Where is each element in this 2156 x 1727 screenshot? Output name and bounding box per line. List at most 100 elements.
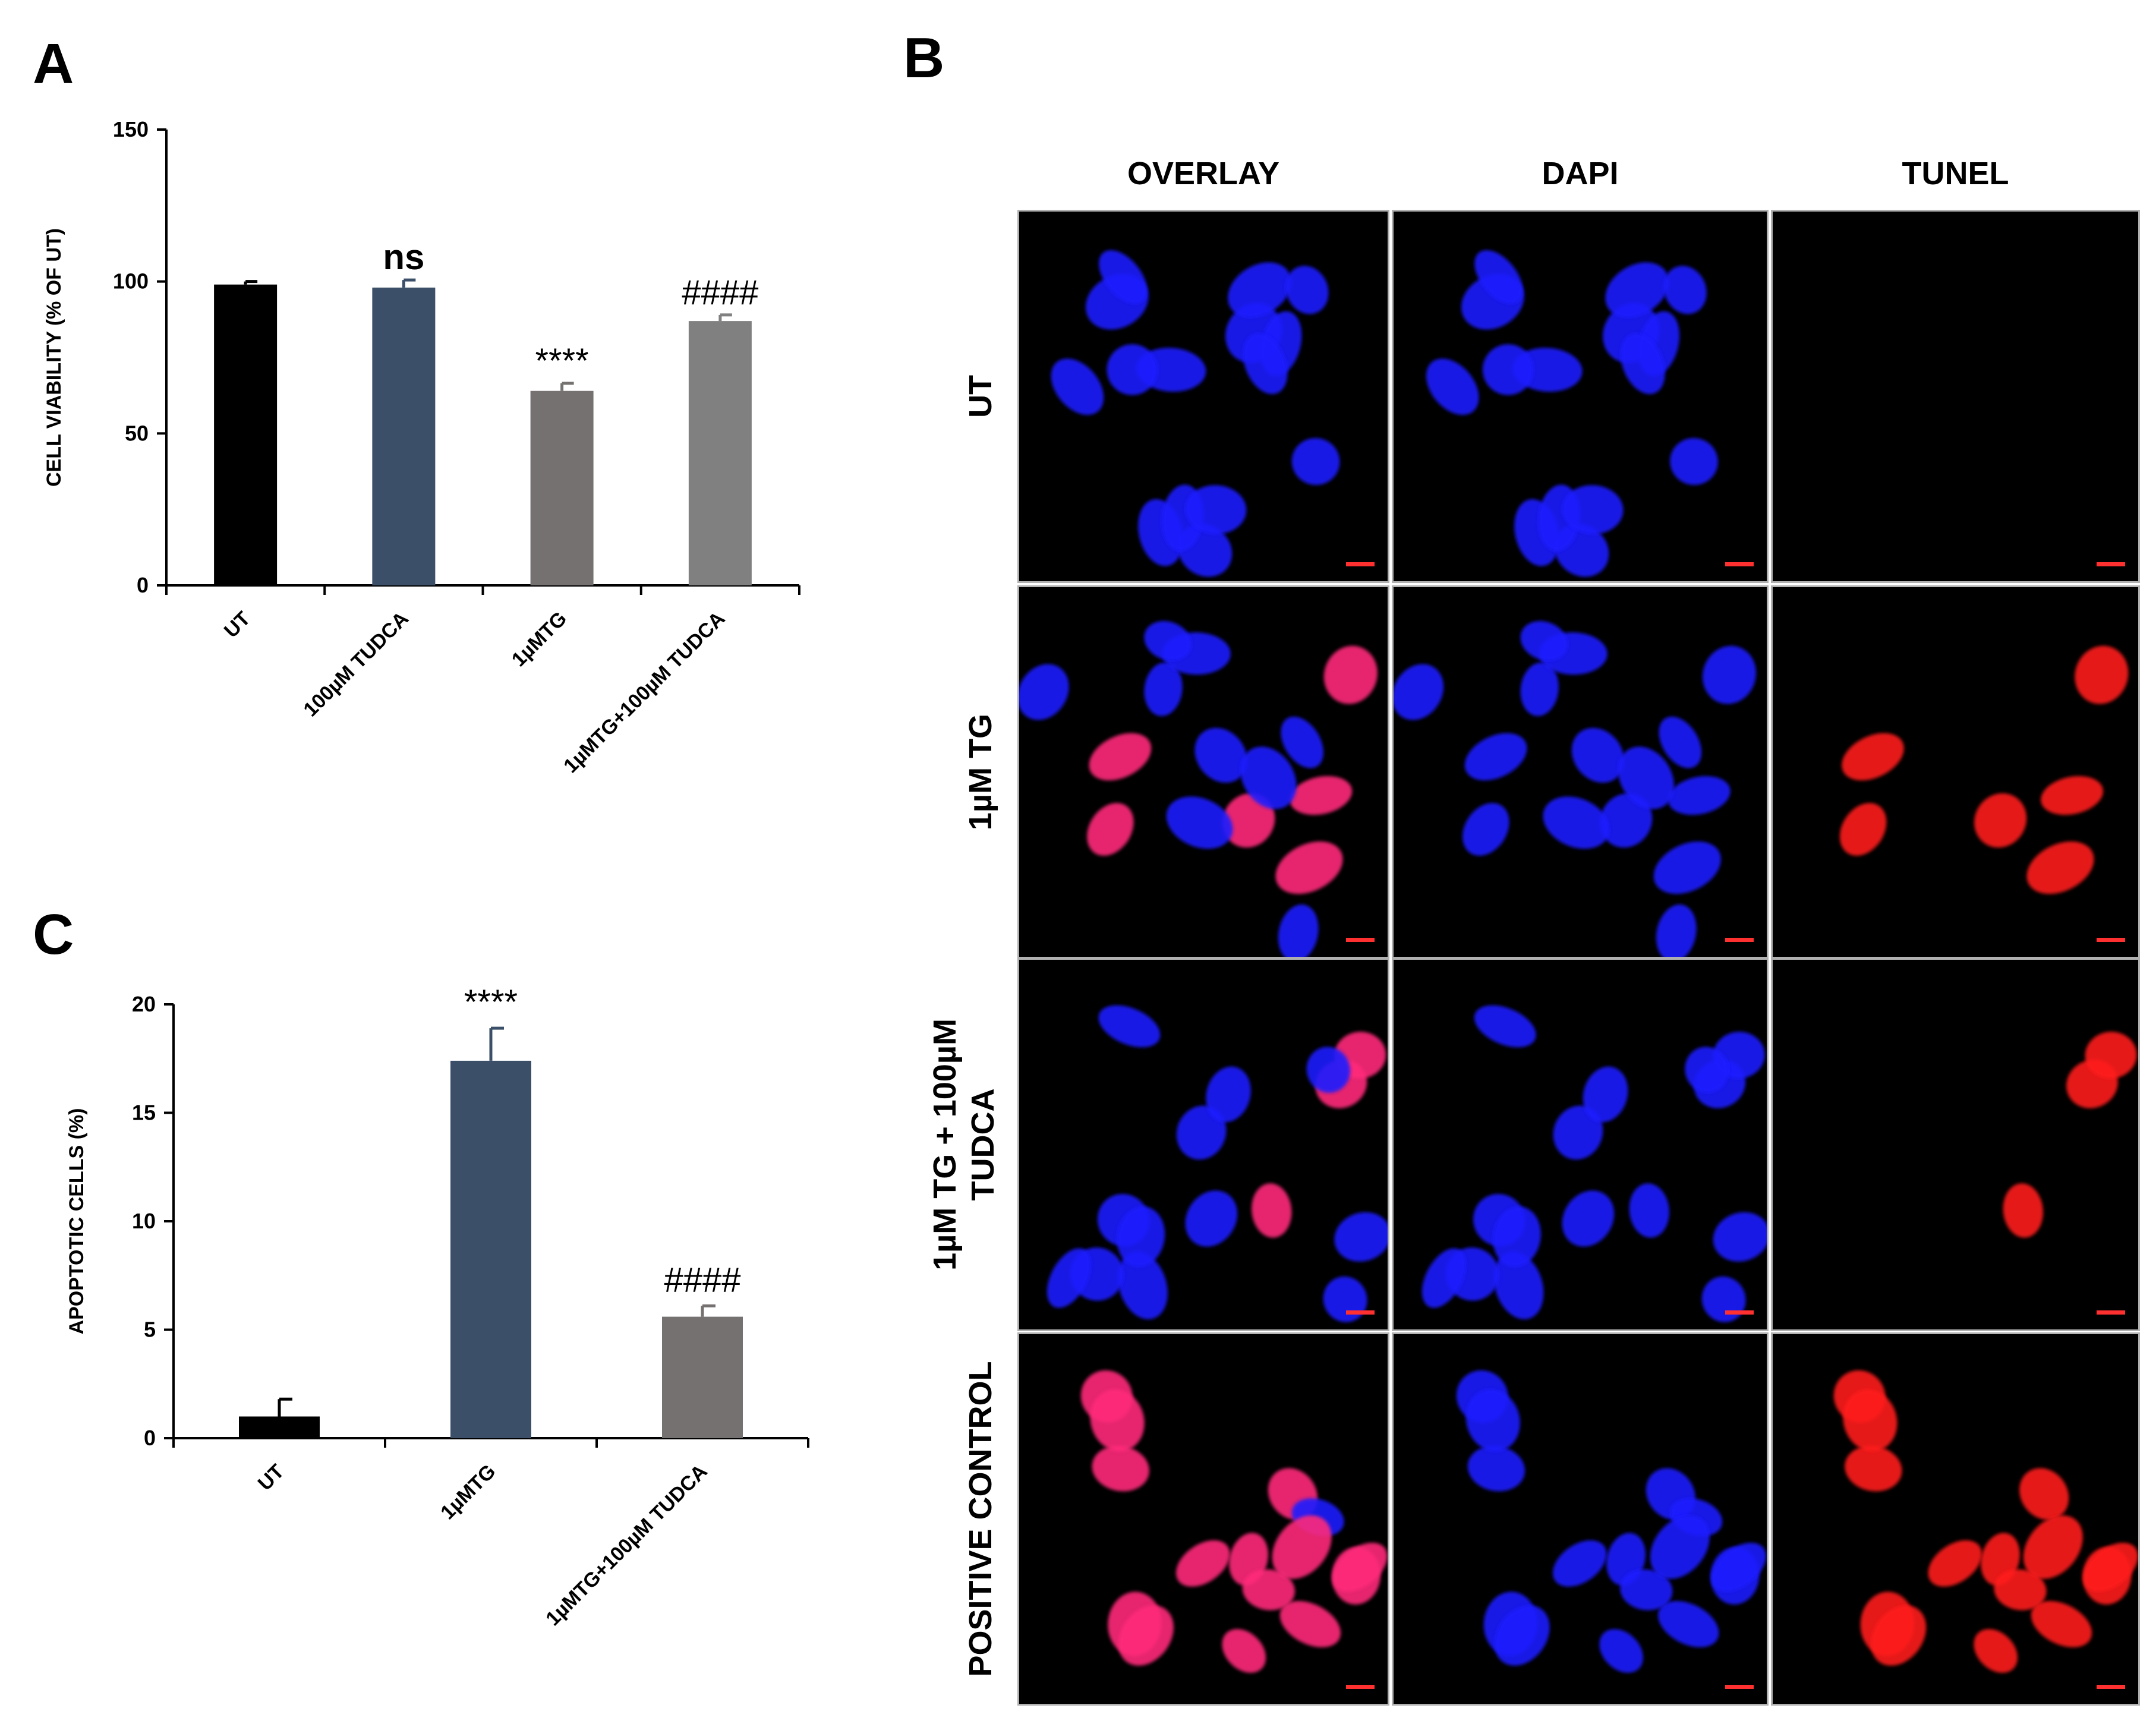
nucleus <box>1663 266 1707 314</box>
nucleus <box>1467 1445 1525 1492</box>
panel-letter-a: A <box>33 32 74 96</box>
nucleus <box>1275 841 1343 894</box>
bar-2 <box>372 287 436 585</box>
y-axis-title: CELL VIABILITY (% OF UT) <box>43 228 65 487</box>
micrograph-tile-dapi <box>1392 1332 1769 1706</box>
nucleus <box>1543 796 1610 849</box>
micrograph-tile-tunel <box>1771 210 2140 583</box>
nucleus <box>1019 664 1069 720</box>
row-label: POSITIVE CONTROL <box>963 1361 998 1676</box>
nucleus <box>1552 1540 1607 1587</box>
nucleus <box>1493 1206 1541 1267</box>
nucleus <box>1571 727 1624 783</box>
nucleus <box>1994 1569 2047 1611</box>
nucleus <box>1118 1605 1174 1666</box>
micrograph-tile-dapi <box>1392 958 1769 1331</box>
scale-bar <box>1346 1685 1375 1689</box>
nucleus <box>1107 344 1158 395</box>
nucleus <box>1281 716 1324 768</box>
bar-3 <box>530 390 594 585</box>
nucleus <box>1653 841 1721 894</box>
micrograph-tile-tunel <box>1771 958 2140 1331</box>
nucleus <box>1175 1540 1230 1587</box>
panel-letter-b: B <box>903 26 945 90</box>
nucleus <box>1520 620 1568 661</box>
nucleus <box>1659 716 1702 768</box>
nucleus <box>1629 1183 1669 1238</box>
nucleus <box>1117 1252 1168 1319</box>
nucleus <box>1668 776 1731 815</box>
nucleus <box>1252 1183 1292 1238</box>
nucleus <box>2085 1032 2137 1079</box>
bar-1 <box>214 284 278 585</box>
column-header-overlay: OVERLAY <box>1127 156 1279 191</box>
nucleus <box>1583 1066 1628 1123</box>
bar-2 <box>450 1060 531 1438</box>
nucleus <box>1474 1005 1536 1048</box>
nucleus <box>1562 1190 1615 1247</box>
significance-label: ns <box>383 237 424 277</box>
panel-letter-c: C <box>33 903 74 966</box>
nucleus <box>1332 1542 1388 1592</box>
nucleus <box>1290 776 1353 815</box>
micrograph-tile-dapi <box>1392 210 1769 583</box>
nucleus <box>1670 438 1718 486</box>
y-tick-label: 15 <box>132 1101 156 1125</box>
nucleus <box>1394 664 1444 720</box>
nucleus <box>2026 841 2094 894</box>
micrograph-tile-dapi <box>1392 585 1769 959</box>
nucleus <box>2031 1600 2092 1647</box>
y-axis-label: APOPTOTIC CELLS (%) <box>65 1108 88 1335</box>
nucleus <box>1272 1515 1332 1579</box>
nucleus <box>1426 358 1479 415</box>
nucleus <box>1222 1629 1266 1673</box>
bar-1 <box>239 1416 320 1438</box>
nucleus <box>2019 1468 2069 1520</box>
nucleus <box>1185 485 1247 534</box>
scale-bar <box>2097 938 2125 942</box>
nucleus <box>1421 1248 1466 1308</box>
nucleus <box>1240 746 1297 809</box>
nucleus <box>1600 793 1653 848</box>
nucleus <box>1702 645 1757 704</box>
micrograph-tile-tunel <box>1771 1332 2140 1706</box>
nucleus <box>1228 262 1291 318</box>
row-label-line2: TUDCA <box>965 1089 1001 1201</box>
nucleus <box>1928 1540 1982 1587</box>
micrograph-tile-overlay <box>1017 1332 1389 1706</box>
nucleus <box>1493 1252 1544 1319</box>
nucleus <box>1285 266 1329 314</box>
nucleus <box>1098 1005 1161 1048</box>
y-axis-label: CELL VIABILITY (% OF UT) <box>43 228 65 487</box>
nucleus <box>1306 1047 1350 1093</box>
nucleus <box>1845 1445 1902 1492</box>
significance-label: #### <box>664 1260 740 1299</box>
nucleus <box>1599 1629 1644 1673</box>
nucleus <box>1618 746 1675 809</box>
nucleus <box>1323 645 1378 704</box>
significance-label: **** <box>464 983 518 1022</box>
nucleus <box>1291 438 1340 486</box>
nucleus <box>2041 776 2104 815</box>
column-header-tunel: TUNEL <box>1902 156 2009 191</box>
y-tick-label: 0 <box>137 573 149 597</box>
nucleus <box>1621 333 1665 395</box>
nucleus <box>1658 1600 1719 1647</box>
nucleus <box>1562 485 1624 534</box>
nucleus <box>1711 1542 1766 1592</box>
scale-bar <box>1725 1685 1754 1689</box>
row-label: 1µM TG <box>963 714 998 830</box>
nucleus <box>1553 1105 1603 1160</box>
significance-label: #### <box>682 273 758 312</box>
nucleus <box>1090 1389 1145 1452</box>
nucleus <box>1089 733 1152 781</box>
scale-bar <box>2097 1685 2125 1689</box>
nucleus <box>1144 662 1183 716</box>
y-tick-label: 100 <box>113 269 149 294</box>
y-tick-label: 5 <box>144 1318 156 1342</box>
nucleus <box>1166 796 1233 849</box>
bar-4 <box>688 321 752 585</box>
